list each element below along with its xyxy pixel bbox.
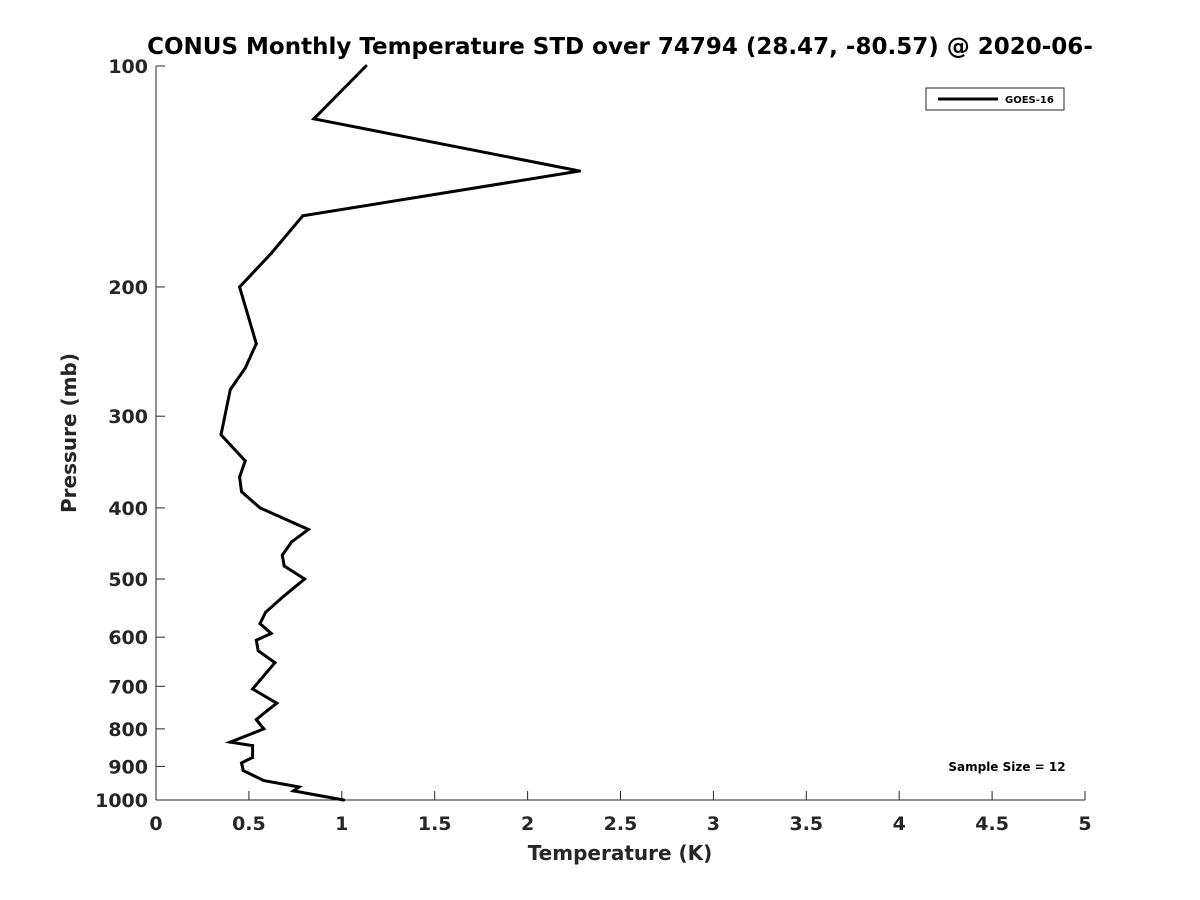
chart-title: CONUS Monthly Temperature STD over 74794…: [147, 34, 1093, 60]
legend-label-goes-16: GOES-16: [1005, 95, 1054, 106]
x-tick-label: 4: [893, 813, 906, 835]
x-tick-label: 2.5: [604, 813, 638, 835]
data-point: [265, 708, 269, 712]
data-point: [290, 540, 294, 544]
x-axis-ticks: 0 0.5 1 1.5 2 2.5 3 3.5 4 4.5 5: [149, 791, 1092, 835]
data-point: [241, 769, 245, 773]
x-tick-label: 1.5: [418, 813, 452, 835]
data-point: [251, 755, 255, 759]
data-point: [256, 649, 260, 653]
y-tick-label: 900: [108, 756, 148, 778]
data-point: [254, 638, 258, 642]
y-tick-label: 1000: [95, 790, 148, 812]
y-axis-label: Pressure (mb): [57, 353, 81, 513]
series-line-goes-16: [219, 64, 580, 802]
data-point: [262, 779, 266, 783]
y-tick-label: 500: [108, 569, 148, 591]
series-points-goes-16: [219, 64, 582, 802]
data-point: [578, 169, 582, 173]
y-tick-label: 700: [108, 676, 148, 698]
y-tick-label: 100: [108, 56, 148, 78]
data-point: [282, 594, 286, 598]
data-point: [269, 251, 273, 255]
data-point: [291, 789, 295, 793]
legend: GOES-16: [925, 87, 1065, 111]
data-point: [364, 64, 368, 68]
data-point: [239, 761, 243, 765]
data-point: [269, 631, 273, 635]
y-tick-label: 800: [108, 719, 148, 741]
x-tick-label: 4.5: [975, 813, 1009, 835]
data-point: [297, 785, 301, 789]
x-tick-label: 1: [335, 813, 348, 835]
data-point: [282, 564, 286, 568]
x-tick-label: 3: [707, 813, 720, 835]
y-axis-ticks: 100 200 300 400 500 600 700 800 900 1000: [95, 56, 165, 812]
data-point: [306, 527, 310, 531]
sample-size-annotation: Sample Size = 12: [948, 760, 1065, 774]
data-point: [264, 610, 268, 614]
data-point: [238, 285, 242, 289]
data-point: [312, 117, 316, 121]
data-point: [258, 622, 262, 626]
x-tick-label: 0.5: [232, 813, 266, 835]
y-tick-label: 200: [108, 277, 148, 299]
data-point: [238, 475, 242, 479]
x-tick-label: 0: [149, 813, 162, 835]
x-axis-label: Temperature (K): [528, 841, 713, 865]
data-point: [243, 459, 247, 463]
data-point: [228, 740, 232, 744]
data-point: [254, 718, 258, 722]
y-tick-label: 600: [108, 627, 148, 649]
data-point: [239, 490, 243, 494]
data-point: [280, 553, 284, 557]
data-point: [273, 661, 277, 665]
data-point: [262, 727, 266, 731]
x-tick-label: 5: [1078, 813, 1091, 835]
data-point: [251, 744, 255, 748]
data-point: [228, 388, 232, 392]
data-point: [251, 687, 255, 691]
y-tick-label: 300: [108, 406, 148, 428]
data-point: [254, 342, 258, 346]
data-point: [258, 506, 262, 510]
data-point: [303, 577, 307, 581]
data-point: [243, 366, 247, 370]
x-tick-label: 2: [521, 813, 534, 835]
data-point: [301, 214, 305, 218]
y-tick-label: 400: [108, 498, 148, 520]
data-point: [342, 798, 346, 802]
data-point: [275, 701, 279, 705]
x-tick-label: 3.5: [789, 813, 823, 835]
data-point: [219, 433, 223, 437]
